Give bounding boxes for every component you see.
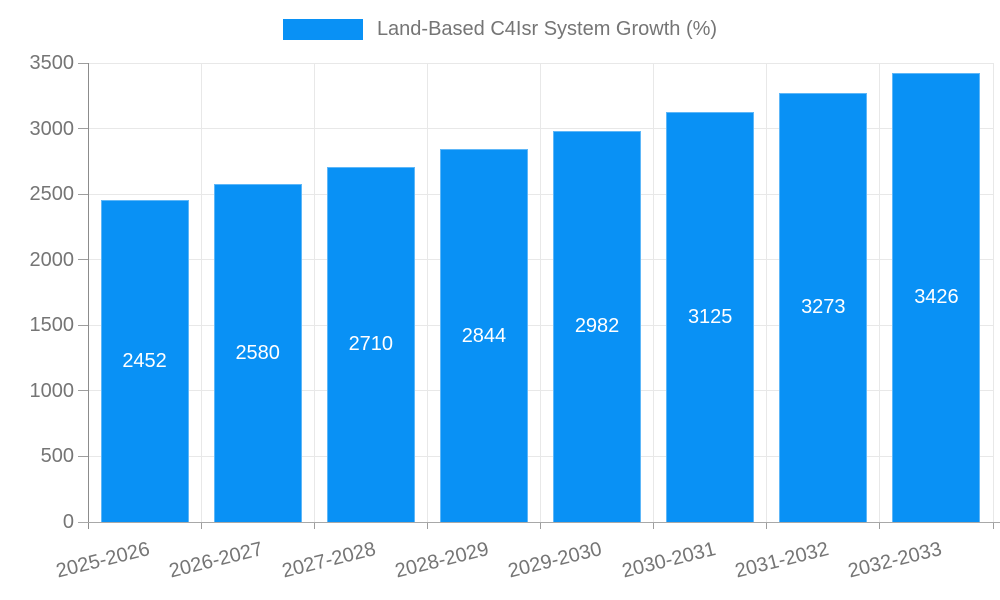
legend-swatch [282,19,363,40]
gridline-v [653,63,655,522]
gridline-v [313,63,315,522]
x-tick-label: 2026-2027 [166,538,266,583]
x-tick [766,522,768,529]
y-tick-label: 3000 [29,117,75,140]
bar-value-label: 3125 [687,306,733,329]
bar-value-label: 3273 [801,296,846,319]
bar[interactable] [439,149,528,522]
y-tick-label: 0 [62,511,74,533]
y-tick [78,128,88,130]
gridline-v [992,63,994,522]
x-tick [653,522,655,529]
bar[interactable] [779,92,868,522]
bar-value-label: 2710 [348,333,394,356]
bar[interactable] [326,166,415,522]
x-tick-label: 2027-2028 [279,538,379,583]
y-tick [78,324,88,326]
gridline-v [766,63,768,522]
bar[interactable] [666,112,755,522]
x-tick-label: 2028-2029 [393,538,492,583]
y-axis-line [87,63,89,529]
bar[interactable] [553,130,642,522]
y-tick [78,390,88,392]
x-tick-label: 2032-2033 [845,538,944,583]
bar[interactable] [100,200,189,522]
y-tick [78,193,88,195]
x-tick [200,522,202,529]
x-axis-line [78,521,1000,523]
bar-value-label: 2844 [461,324,507,347]
x-tick-label: 2025-2026 [53,538,152,583]
x-tick [313,522,315,529]
x-tick [879,522,881,529]
y-tick-label: 2500 [29,183,75,206]
legend-label: Land-Based C4Isr System Growth (%) [376,18,718,40]
y-tick [78,62,88,64]
bar-value-label: 2580 [235,341,280,364]
gridline-v [426,63,428,522]
bar-value-label: 2982 [574,315,620,338]
bar-value-label: 3426 [914,286,959,309]
bar[interactable] [892,72,981,522]
y-tick [78,259,88,261]
y-tick-label: 500 [40,445,74,468]
gridline-v [879,63,881,522]
x-tick [426,522,428,529]
y-tick [78,455,88,457]
x-tick [992,522,994,529]
x-tick [540,522,541,529]
gridline-v [540,63,541,522]
y-tick-label: 2000 [29,248,75,271]
x-tick-label: 2030-2031 [619,538,718,583]
y-tick-label: 3500 [29,52,75,74]
y-tick-label: 1000 [29,379,75,402]
y-tick-label: 1500 [29,314,75,337]
legend[interactable]: Land-Based C4Isr System Growth (%) [0,18,1000,41]
x-tick-label: 2029-2030 [506,538,605,583]
gridline-v [200,63,202,522]
x-tick-label: 2031-2032 [732,538,831,583]
bar-value-label: 2452 [122,350,167,373]
bar[interactable] [213,183,302,522]
